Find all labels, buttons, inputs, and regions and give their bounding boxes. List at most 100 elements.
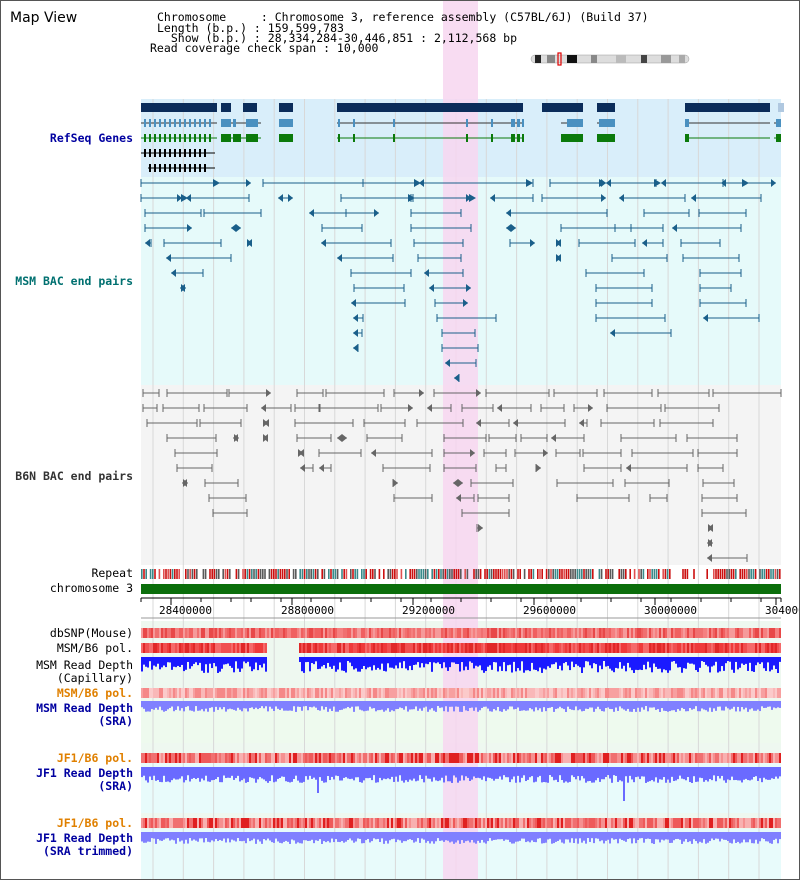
bac-end-marker	[408, 404, 413, 412]
read-depth-bin	[389, 701, 391, 712]
polymorphism-bin	[371, 688, 373, 698]
read-depth-bin	[473, 767, 475, 777]
read-depth-bin	[223, 657, 225, 665]
track-label-b6n-bac[interactable]: B6N BAC end pairs	[15, 469, 133, 483]
read-depth-bin	[465, 767, 467, 777]
read-depth-bin	[415, 701, 417, 707]
polymorphism-bin	[439, 643, 441, 653]
polymorphism-bin	[487, 628, 489, 638]
read-depth-bin	[197, 767, 199, 778]
polymorphism-bin	[559, 818, 561, 828]
polymorphism-bin	[415, 818, 417, 828]
polymorphism-bin	[477, 643, 479, 653]
polymorphism-bin	[447, 753, 449, 763]
read-depth-bin	[451, 832, 453, 842]
polymorphism-bin	[735, 628, 737, 638]
polymorphism-bin	[197, 643, 199, 653]
polymorphism-bin	[515, 818, 517, 828]
read-depth-bin	[531, 657, 533, 663]
polymorphism-bin	[745, 753, 747, 763]
track-label-refseq[interactable]: RefSeq Genes	[49, 131, 133, 145]
polymorphism-bin	[211, 753, 213, 763]
read-depth-bin	[721, 657, 723, 667]
polymorphism-bin	[271, 688, 273, 698]
read-depth-bin	[561, 832, 563, 843]
polymorphism-bin	[707, 643, 709, 653]
bac-end-marker	[707, 539, 712, 547]
read-depth-bin	[493, 657, 495, 663]
repeat-element	[301, 569, 304, 579]
repeat-element	[629, 569, 631, 579]
polymorphism-bin	[661, 753, 663, 763]
read-depth-bin	[255, 701, 257, 708]
polymorphism-bin	[599, 818, 601, 828]
read-depth-bin	[537, 832, 539, 839]
polymorphism-bin	[465, 753, 467, 763]
track-label-msm-bac[interactable]: MSM BAC end pairs	[15, 274, 133, 288]
read-depth-bin	[699, 767, 701, 778]
polymorphism-bin	[393, 688, 395, 698]
read-depth-bin	[513, 701, 515, 710]
polymorphism-bin	[419, 818, 421, 828]
polymorphism-bin	[453, 688, 455, 698]
polymorphism-bin	[223, 818, 225, 828]
polymorphism-bin	[203, 818, 205, 828]
read-depth-bin	[497, 701, 499, 707]
polymorphism-bin	[467, 753, 469, 763]
polymorphism-bin	[291, 818, 293, 828]
read-depth-bin	[341, 701, 343, 710]
polymorphism-bin	[495, 643, 497, 653]
polymorphism-bin	[345, 688, 347, 698]
read-depth-bin	[733, 701, 735, 707]
polymorphism-bin	[249, 753, 251, 763]
gene-exon	[199, 149, 201, 157]
read-depth-bin	[157, 767, 159, 781]
read-depth-bin	[167, 767, 169, 782]
polymorphism-bin	[389, 818, 391, 828]
polymorphism-bin	[651, 753, 653, 763]
read-depth-bin	[435, 701, 437, 712]
polymorphism-bin	[623, 643, 625, 653]
polymorphism-bin	[705, 818, 707, 828]
polymorphism-bin	[697, 643, 699, 653]
gene-block	[337, 103, 523, 112]
polymorphism-bin	[327, 628, 329, 638]
read-depth-bin	[295, 767, 297, 776]
read-depth-bin	[589, 767, 591, 781]
read-depth-bin	[409, 701, 411, 710]
read-depth-bin	[531, 767, 533, 777]
polymorphism-bin	[707, 688, 709, 698]
gene-exon	[199, 164, 201, 172]
read-depth-bin	[717, 832, 719, 839]
read-depth-bin	[471, 657, 473, 663]
polymorphism-bin	[529, 643, 531, 653]
read-depth-bin	[585, 832, 587, 844]
bac-end-marker	[427, 404, 432, 412]
read-depth-bin	[595, 767, 597, 781]
polymorphism-bin	[461, 818, 463, 828]
repeat-element	[600, 569, 603, 579]
read-depth-bin	[551, 832, 553, 844]
polymorphism-bin	[747, 643, 749, 653]
polymorphism-bin	[297, 753, 299, 763]
read-depth-bin	[303, 657, 305, 673]
read-depth-bin	[437, 657, 439, 663]
polymorphism-bin	[377, 643, 379, 653]
polymorphism-bin	[597, 628, 599, 638]
bac-end-marker	[742, 179, 749, 187]
polymorphism-bin	[445, 818, 447, 828]
polymorphism-bin	[267, 688, 269, 698]
polymorphism-bin	[281, 688, 283, 698]
read-depth-bin	[531, 832, 533, 841]
read-depth-bin	[379, 767, 381, 778]
gene-exon	[189, 119, 191, 127]
polymorphism-bin	[709, 688, 711, 698]
polymorphism-bin	[561, 688, 563, 698]
polymorphism-bin	[663, 688, 665, 698]
read-depth-bin	[645, 701, 647, 707]
bac-end-marker	[231, 224, 236, 232]
polymorphism-bin	[649, 753, 651, 763]
read-depth-bin	[159, 701, 161, 707]
read-depth-bin	[265, 657, 267, 672]
